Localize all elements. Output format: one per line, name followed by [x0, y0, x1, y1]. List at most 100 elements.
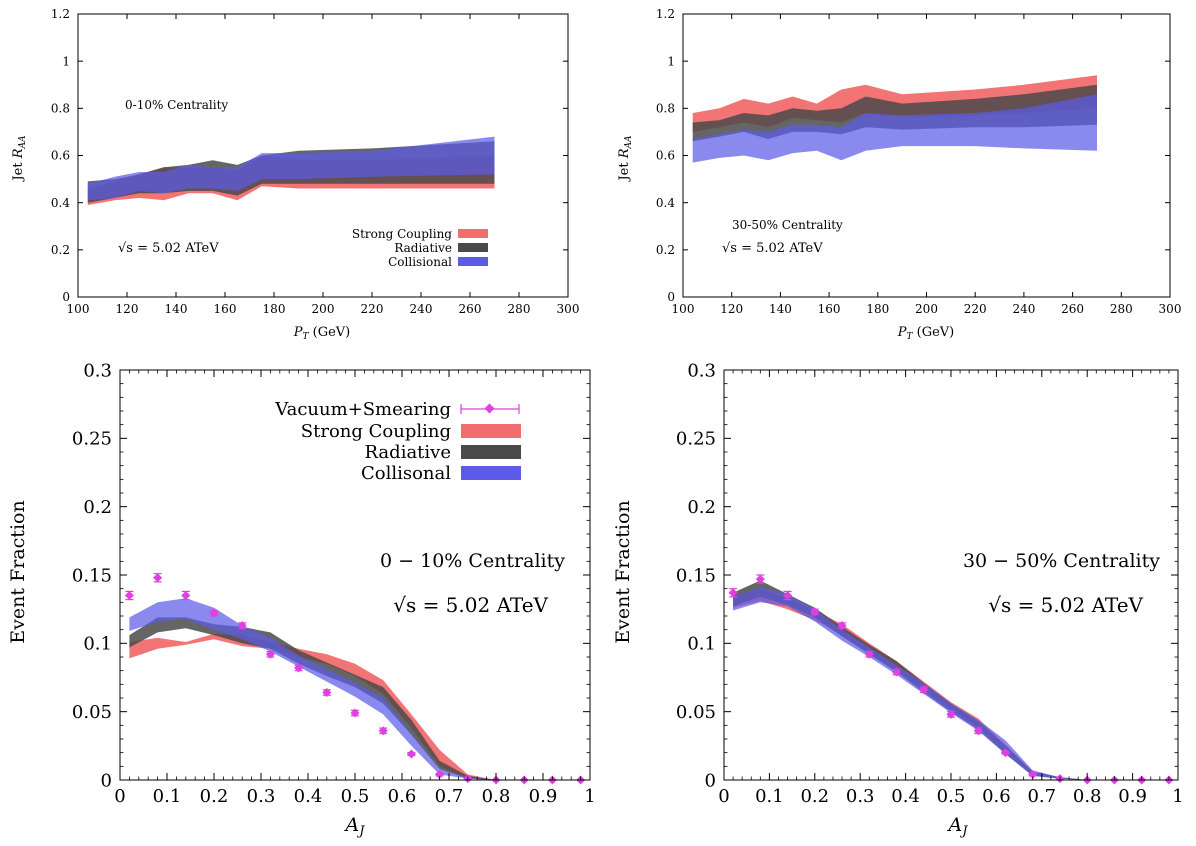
aj_peripheral-band-strong-coupling	[733, 588, 1169, 780]
aj_central-xtick-label-0: 0	[114, 786, 125, 807]
aj_central-point-9	[378, 726, 388, 736]
legend-label-radiative: Radiative	[364, 442, 451, 463]
raa_peripheral-xtick-label-9: 280	[1110, 302, 1133, 316]
raa-central-energy: √s = 5.02 ATeV	[118, 241, 219, 256]
raa-peripheral-ylabel: Jet RAA	[617, 135, 634, 183]
aj_central-ytick-label-6: 0.3	[83, 360, 112, 381]
aj_peripheral-point-3	[810, 607, 820, 617]
raa_peripheral-xtick-label-10: 300	[1159, 302, 1182, 316]
raa_central-ytick-label-0: 0	[62, 290, 70, 304]
raa-central-ylabel: Jet RAA	[11, 135, 28, 183]
raa_peripheral-xtick-label-1: 120	[720, 302, 743, 316]
raa_peripheral-ytick-label-0: 0	[667, 290, 675, 304]
aj_central-point-10	[406, 749, 416, 759]
raa_central-ytick-label-3: 0.6	[51, 149, 70, 163]
aj_peripheral-xtick-label-0: 0	[718, 786, 729, 807]
aj-central-energy: √s = 5.02 ATeV	[393, 593, 548, 617]
aj-central-xlabel: AJ	[344, 814, 366, 839]
aj_central-point-6	[294, 663, 304, 673]
aj_peripheral-point-4	[837, 621, 847, 631]
aj_central-band-collisonal	[129, 598, 581, 780]
raa_central-xtick-label-4: 180	[263, 302, 286, 316]
aj_peripheral-ytick-label-1: 0.05	[676, 702, 716, 723]
aj_peripheral-point-5	[864, 649, 874, 659]
raa_central-xtick-label-5: 200	[312, 302, 335, 316]
aj_central-xtick-label-5: 0.5	[341, 786, 370, 807]
legend-swatch-collisional	[458, 257, 488, 266]
aj_peripheral-ytick-label-4: 0.2	[687, 497, 716, 518]
raa_peripheral-xtick-label-5: 200	[915, 302, 938, 316]
raa_central-ytick-label-2: 0.4	[51, 196, 70, 210]
raa_central-xtick-label-6: 220	[361, 302, 384, 316]
aj_central-ytick-label-4: 0.2	[83, 497, 112, 518]
aj_peripheral-xtick-label-7: 0.7	[1027, 786, 1056, 807]
raa_peripheral-ytick-label-4: 0.8	[656, 102, 675, 116]
aj_peripheral-point-2	[783, 590, 793, 601]
aj_central-ytick-label-2: 0.1	[83, 634, 112, 655]
legend-label-vacuum: Vacuum+Smearing	[274, 399, 451, 420]
aj_peripheral-xtick-label-4: 0.4	[891, 786, 920, 807]
aj_central-ytick-label-0: 0	[101, 770, 112, 791]
aj-central-axes: 0 0.1 0.2 0.3 0.4 0.5 0.6 0.7 0.8 0.9 1 0 0.05 0.1 0.1…	[72, 360, 596, 807]
aj-central-panel: 0 0.1 0.2 0.3 0.4 0.5 0.6 0.7 0.8 0.9 1 0 0.05 0.1 0.1…	[7, 360, 596, 839]
legend-label-strong: Strong Coupling	[352, 227, 452, 241]
aj_peripheral-point-9	[973, 726, 983, 736]
aj-central-centrality: 0 − 10% Centrality	[380, 550, 565, 572]
raa_peripheral-xtick-label-0: 100	[672, 302, 695, 316]
raa_central-xtick-label-1: 120	[116, 302, 139, 316]
raa-central-legend: Strong Coupling Radiative Collisional	[352, 227, 488, 269]
aj_central-xtick-label-10: 1	[584, 786, 595, 807]
raa_central-xtick-label-9: 280	[508, 302, 531, 316]
raa_central-ytick-label-1: 0.2	[51, 243, 70, 257]
raa_peripheral-xtick-label-6: 220	[964, 302, 987, 316]
aj_peripheral-point-10	[1000, 748, 1011, 758]
raa_central-ytick-label-4: 0.8	[51, 102, 70, 116]
aj_central-ytick-label-3: 0.15	[72, 565, 112, 586]
aj_peripheral-point-1	[755, 574, 765, 584]
aj_peripheral-ytick-label-2: 0.1	[687, 634, 716, 655]
raa_peripheral-ytick-label-1: 0.2	[656, 243, 675, 257]
aj_peripheral-point-6	[891, 667, 902, 677]
raa-central-xlabel: PT (GeV)	[293, 325, 351, 342]
legend-label-collisional: Collisional	[388, 255, 452, 269]
raa_peripheral-xtick-label-4: 180	[866, 302, 889, 316]
aj_central-point-0	[124, 590, 134, 601]
raa_central-xtick-label-3: 160	[214, 302, 237, 316]
aj-peripheral-panel: 0 0.1 0.2 0.3 0.4 0.5 0.6 0.7 0.8 0.9 1 0 0.05 0.1 0.1…	[612, 360, 1184, 839]
aj_peripheral-point-8	[946, 709, 956, 719]
aj-peripheral-points	[728, 574, 1174, 785]
aj_central-xtick-label-7: 0.7	[435, 786, 464, 807]
raa_peripheral-ytick-label-5: 1	[667, 54, 675, 68]
aj_peripheral-ytick-label-5: 0.25	[676, 429, 716, 450]
aj_peripheral-point-7	[919, 685, 929, 695]
raa_central-band-collisional	[87, 136, 495, 201]
aj-peripheral-centrality: 30 − 50% Centrality	[963, 550, 1160, 572]
raa-peripheral-bands	[692, 75, 1097, 163]
aj-central-legend: Vacuum+Smearing Strong Coupling Radiativ…	[274, 399, 521, 484]
aj_central-xtick-label-1: 0.1	[153, 786, 182, 807]
aj_central-point-8	[350, 708, 360, 718]
raa-central-panel: 100 120 140 160 180 200 220 240 260 280 300 0 0.2 0.4…	[11, 7, 579, 342]
aj_peripheral-xtick-label-1: 0.1	[755, 786, 784, 807]
raa_peripheral-ytick-label-2: 0.4	[656, 196, 675, 210]
aj_central-band-strong-coupling	[129, 633, 581, 780]
raa_central-xtick-label-2: 140	[165, 302, 188, 316]
aj_peripheral-xtick-label-3: 0.3	[846, 786, 875, 807]
raa_peripheral-band-collisional	[692, 94, 1097, 163]
aj_peripheral-xtick-label-10: 1	[1172, 786, 1183, 807]
aj_central-xtick-label-8: 0.8	[482, 786, 511, 807]
legend-swatch-radiative	[458, 243, 488, 252]
aj_peripheral-xtick-label-6: 0.6	[982, 786, 1011, 807]
aj-peripheral-ylabel: Event Fraction	[612, 500, 634, 643]
raa_peripheral-xtick-label-8: 260	[1061, 302, 1084, 316]
aj_central-point-11	[435, 770, 445, 780]
raa-central-centrality: 0-10% Centrality	[125, 98, 228, 112]
raa_peripheral-ytick-label-6: 1.2	[656, 7, 675, 21]
aj_peripheral-band-collisonal	[733, 587, 1169, 780]
aj_central-xtick-label-4: 0.4	[294, 786, 323, 807]
aj_central-xtick-label-9: 0.9	[529, 786, 558, 807]
aj_central-xtick-label-3: 0.3	[247, 786, 276, 807]
raa_central-xtick-label-7: 240	[410, 302, 433, 316]
aj_central-xtick-label-2: 0.2	[200, 786, 229, 807]
